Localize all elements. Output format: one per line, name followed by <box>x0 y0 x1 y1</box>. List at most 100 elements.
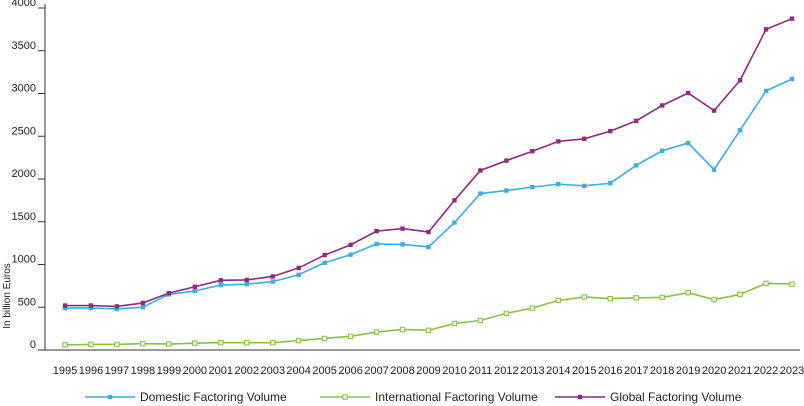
data-point <box>711 296 717 303</box>
x-tick-label: 2000 <box>183 365 207 377</box>
x-tick-label: 2010 <box>442 365 466 377</box>
data-point <box>737 78 743 83</box>
legend-item: Global Factoring Volume <box>555 390 742 404</box>
y-axis-label: In billion Euros <box>2 263 13 329</box>
data-point <box>374 228 379 234</box>
data-point <box>296 272 301 277</box>
data-point <box>348 242 353 248</box>
data-point <box>556 139 561 144</box>
data-point <box>608 128 613 134</box>
data-point <box>711 108 717 113</box>
data-point <box>140 300 146 306</box>
data-point <box>634 118 639 124</box>
data-point <box>348 252 353 257</box>
y-tick-label: 1000 <box>12 254 36 266</box>
data-point <box>166 290 172 296</box>
series-line <box>65 17 793 308</box>
data-point <box>789 281 795 287</box>
data-point <box>685 290 691 296</box>
y-tick-label: 2000 <box>12 168 36 180</box>
x-tick-label: 2013 <box>520 365 544 377</box>
data-point <box>374 241 379 247</box>
data-point <box>608 181 613 186</box>
x-tick-label: 2023 <box>780 365 804 377</box>
data-point <box>270 340 276 346</box>
legend-swatch-marker <box>342 394 348 400</box>
data-point <box>296 265 301 271</box>
data-point <box>425 327 432 334</box>
data-point <box>504 158 509 163</box>
data-point <box>582 136 587 142</box>
data-point <box>504 188 509 193</box>
x-tick-label: 2016 <box>598 365 622 377</box>
x-tick-label: 2015 <box>572 365 596 377</box>
x-tick-label: 2012 <box>494 365 518 377</box>
data-point <box>581 294 587 300</box>
x-tick-label: 1997 <box>105 365 129 377</box>
data-point <box>347 333 354 340</box>
x-tick-label: 2022 <box>754 365 778 377</box>
x-tick-label: 1998 <box>131 365 155 377</box>
y-tick-label: 1500 <box>12 211 36 223</box>
data-point <box>88 303 94 308</box>
data-point <box>400 242 405 247</box>
data-point <box>192 284 198 289</box>
data-point <box>322 260 327 265</box>
data-point <box>685 140 691 146</box>
data-point <box>452 198 457 203</box>
data-point <box>166 341 172 347</box>
legend-item: International Factoring Volume <box>320 390 538 404</box>
data-point <box>634 163 639 168</box>
data-point <box>478 168 483 173</box>
y-tick-label: 3000 <box>12 83 36 95</box>
series-line <box>65 78 793 310</box>
x-tick-label: 2017 <box>624 365 648 377</box>
data-point <box>399 326 406 333</box>
data-point <box>114 306 120 312</box>
data-point <box>140 305 146 310</box>
data-point <box>192 288 198 294</box>
x-tick-label: 2002 <box>235 365 259 377</box>
data-point <box>62 305 68 311</box>
x-tick-label: 2021 <box>728 365 752 377</box>
data-point <box>218 278 223 283</box>
data-point <box>114 304 120 309</box>
data-point <box>140 340 146 347</box>
x-tick-label: 2001 <box>209 365 233 377</box>
data-point <box>426 244 431 250</box>
y-tick-label: 3500 <box>12 40 36 52</box>
data-point <box>529 305 536 311</box>
data-point <box>373 329 380 335</box>
legend-label: Domestic Factoring Volume <box>140 390 287 404</box>
data-point <box>270 274 275 279</box>
data-point <box>295 337 302 344</box>
x-tick-label: 2014 <box>546 365 570 377</box>
x-tick-label: 1995 <box>53 365 77 377</box>
data-point <box>478 191 483 196</box>
data-point <box>582 183 587 189</box>
y-tick-label: 4000 <box>12 0 36 9</box>
data-point <box>789 76 795 82</box>
y-axis-ticks: 0 500 1000 1500 2000 2500 3000 3500 4000 <box>12 0 45 351</box>
data-point <box>88 305 94 311</box>
data-point <box>763 280 769 287</box>
data-point <box>244 281 249 287</box>
data-point <box>400 226 405 231</box>
data-point <box>426 229 431 235</box>
legend-label: International Factoring Volume <box>375 390 538 404</box>
data-point <box>737 291 743 298</box>
data-point <box>503 310 510 316</box>
data-point <box>659 148 665 153</box>
chart-series <box>62 16 795 348</box>
x-tick-label: 1999 <box>157 365 181 377</box>
data-point <box>244 340 250 346</box>
data-point <box>270 279 275 284</box>
data-point <box>477 317 484 324</box>
data-point <box>607 296 613 302</box>
data-point <box>62 342 68 348</box>
legend-label: Global Factoring Volume <box>610 390 742 404</box>
x-tick-label: 2004 <box>286 365 310 377</box>
data-point <box>192 340 198 346</box>
data-point <box>244 277 249 283</box>
